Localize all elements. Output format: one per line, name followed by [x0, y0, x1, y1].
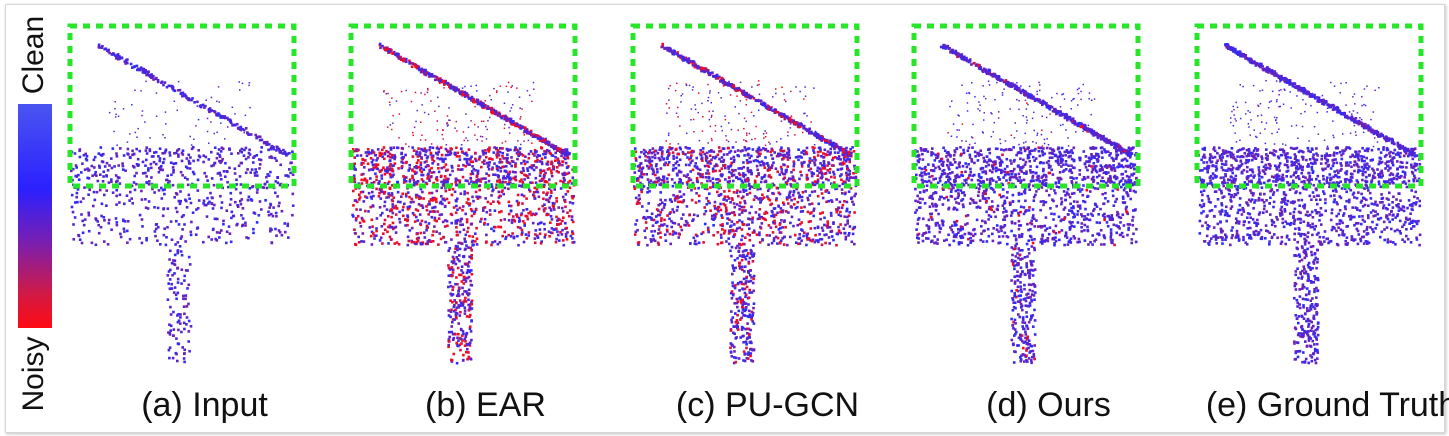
highlight-box-ours	[911, 23, 1141, 189]
highlight-box-ear	[348, 23, 578, 189]
panel-pugcn: (c) PU-GCN	[625, 0, 910, 436]
highlight-box-pugcn	[630, 23, 860, 189]
colorbar-clean-label: Clean	[17, 15, 50, 95]
points-input	[70, 43, 295, 364]
figure-frame	[5, 4, 1445, 433]
point-cloud-ours	[911, 23, 1141, 365]
caption-ours: (d) Ours	[986, 386, 1111, 424]
caption-input: (a) Input	[141, 386, 268, 424]
panel-input: (a) Input	[62, 0, 347, 436]
points-ear	[351, 42, 576, 365]
points-ours	[914, 43, 1138, 365]
point-cloud-pugcn	[630, 23, 860, 365]
caption-ear: (b) EAR	[425, 386, 546, 424]
colorbar-noisy-label: Noisy	[17, 336, 50, 412]
points-pugcn	[633, 42, 858, 365]
panel-ground-truth: (e) Ground Truth	[1189, 0, 1449, 436]
caption-pugcn: (c) PU-GCN	[675, 386, 860, 424]
noise-colorbar	[18, 104, 52, 328]
points-gt	[1197, 43, 1422, 365]
highlight-box-gt	[1194, 23, 1424, 189]
panel-ear: (b) EAR	[343, 0, 628, 436]
caption-ground-truth: (e) Ground Truth	[1205, 386, 1449, 424]
highlight-box-input	[67, 23, 297, 189]
point-cloud-ear	[348, 23, 578, 365]
point-cloud-input	[67, 23, 297, 364]
point-cloud-ground-truth	[1194, 23, 1424, 365]
panel-ours: (d) Ours	[906, 0, 1191, 436]
